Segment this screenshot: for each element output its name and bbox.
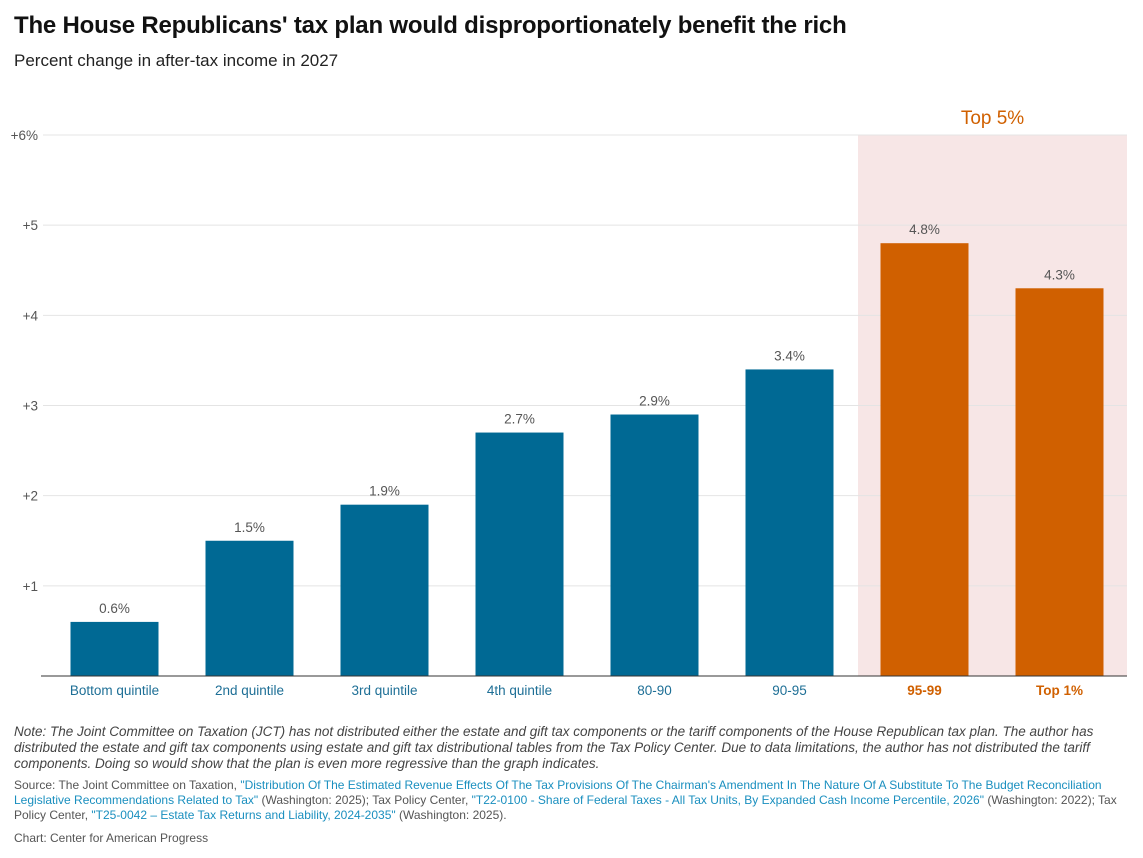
bar bbox=[70, 621, 159, 676]
bar bbox=[205, 540, 294, 676]
x-tick-label: 3rd quintile bbox=[351, 683, 417, 698]
chart-note: Note: The Joint Committee on Taxation (J… bbox=[14, 724, 1094, 771]
chart-credit: Chart: Center for American Progress bbox=[14, 831, 209, 845]
data-label: 2.7% bbox=[504, 412, 535, 427]
source-suffix: (Washington: 2025). bbox=[395, 808, 507, 822]
x-tick-label: 90-95 bbox=[772, 683, 807, 698]
y-tick-label: +2 bbox=[23, 489, 38, 504]
x-tick-label: 95-99 bbox=[907, 683, 942, 698]
y-tick-label: +6% bbox=[11, 128, 38, 143]
y-tick-label: +4 bbox=[23, 308, 39, 323]
data-label: 4.8% bbox=[909, 222, 940, 237]
x-tick-label: 80-90 bbox=[637, 683, 672, 698]
source-link-t22[interactable]: "T22-0100 - Share of Federal Taxes - All… bbox=[471, 793, 984, 807]
data-label: 1.9% bbox=[369, 484, 400, 499]
source-mid-1: (Washington: 2025); Tax Policy Center, bbox=[258, 793, 472, 807]
source-link-t25[interactable]: "T25-0042 – Estate Tax Returns and Liabi… bbox=[91, 808, 396, 822]
chart-subtitle: Percent change in after-tax income in 20… bbox=[14, 51, 339, 70]
bar bbox=[745, 369, 834, 676]
chart-source: Source: The Joint Committee on Taxation,… bbox=[14, 778, 1129, 823]
highlight-label: Top 5% bbox=[961, 108, 1024, 129]
data-label: 4.3% bbox=[1044, 267, 1075, 282]
bar bbox=[880, 243, 969, 676]
data-label: 2.9% bbox=[639, 394, 670, 409]
data-label: 3.4% bbox=[774, 348, 805, 363]
x-tick-label: Top 1% bbox=[1036, 683, 1083, 698]
bar bbox=[610, 414, 699, 676]
source-prefix: Source: The Joint Committee on Taxation, bbox=[14, 778, 241, 792]
y-tick-label: +5 bbox=[23, 218, 38, 233]
x-tick-label: Bottom quintile bbox=[70, 683, 159, 698]
y-tick-label: +3 bbox=[23, 399, 38, 414]
source-link-jct[interactable]: "Distribution Of The Estimated Revenue E… bbox=[14, 778, 1102, 807]
x-tick-label: 2nd quintile bbox=[215, 683, 284, 698]
bar bbox=[340, 504, 429, 676]
bar-chart: Top 5% +1 +2 +3 +4 +5 +6% 0.6% Bottom quintile 1.… bbox=[11, 108, 1127, 698]
bar bbox=[475, 432, 564, 676]
chart-footer: Note: The Joint Committee on Taxation (J… bbox=[14, 724, 1129, 845]
source-mid-2: (Washington: 2022); Tax Policy Center, bbox=[14, 793, 1117, 822]
data-label: 1.5% bbox=[234, 520, 265, 535]
y-tick-label: +1 bbox=[23, 579, 38, 594]
chart-title: The House Republicans' tax plan would di… bbox=[14, 12, 847, 39]
data-label: 0.6% bbox=[99, 601, 130, 616]
bar bbox=[1015, 288, 1104, 676]
x-tick-label: 4th quintile bbox=[487, 683, 552, 698]
